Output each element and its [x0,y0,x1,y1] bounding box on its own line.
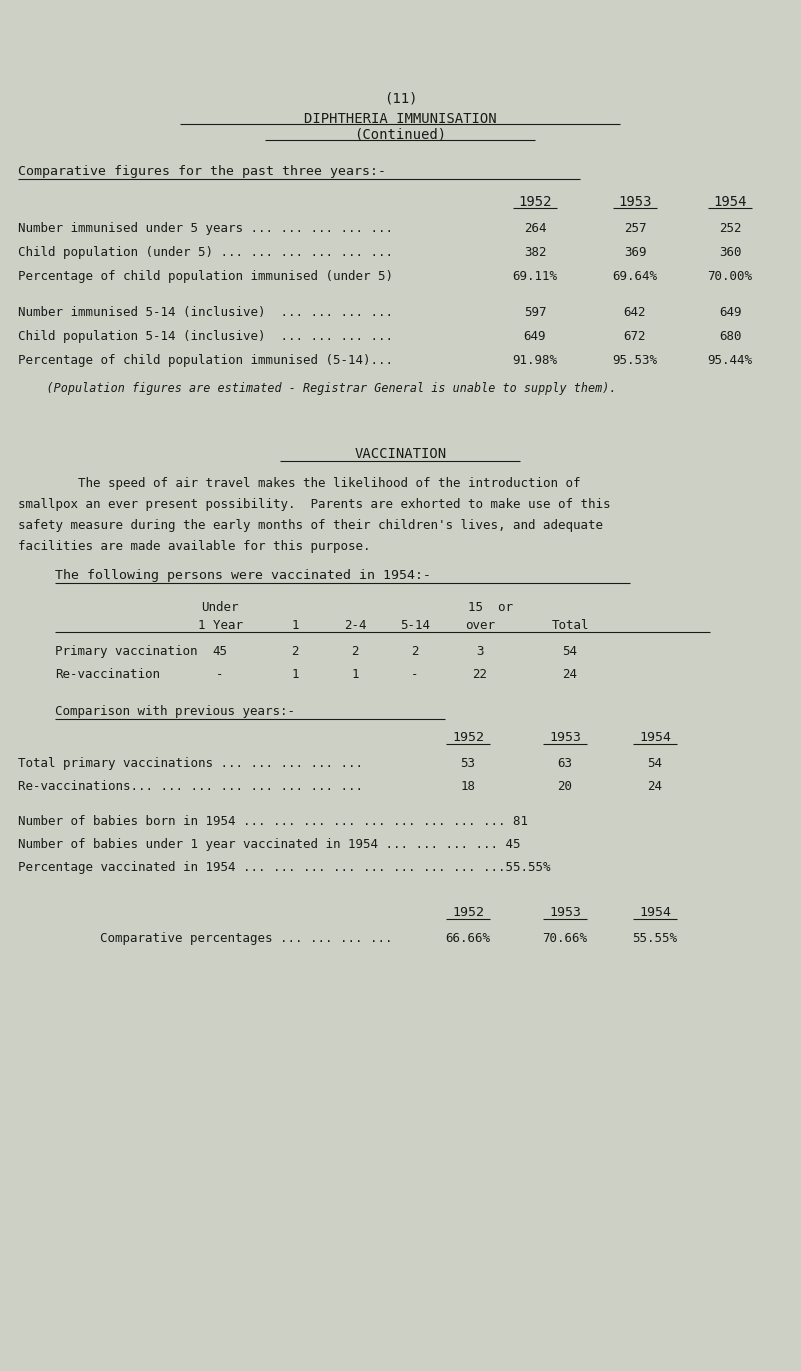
Text: Number of babies under 1 year vaccinated in 1954 ... ... ... ... 45: Number of babies under 1 year vaccinated… [18,838,521,851]
Text: smallpox an ever present possibility.  Parents are exhorted to make use of this: smallpox an ever present possibility. Pa… [18,498,610,511]
Text: 264: 264 [524,222,546,234]
Text: 1954: 1954 [639,906,671,919]
Text: Re-vaccination: Re-vaccination [55,668,160,681]
Text: 70.00%: 70.00% [707,270,752,282]
Text: 252: 252 [718,222,741,234]
Text: Comparative percentages ... ... ... ...: Comparative percentages ... ... ... ... [100,932,392,945]
Text: Primary vaccination: Primary vaccination [55,644,198,658]
Text: 2: 2 [411,644,419,658]
Text: 24: 24 [647,780,662,792]
Text: 95.44%: 95.44% [707,354,752,367]
Text: 15  or: 15 or [468,600,513,614]
Text: facilities are made available for this purpose.: facilities are made available for this p… [18,540,371,553]
Text: -: - [216,668,223,681]
Text: 597: 597 [524,306,546,319]
Text: 649: 649 [524,330,546,343]
Text: 54: 54 [647,757,662,771]
Text: 1952: 1952 [518,195,552,208]
Text: Child population 5-14 (inclusive)  ... ... ... ...: Child population 5-14 (inclusive) ... ..… [18,330,393,343]
Text: 2: 2 [292,644,299,658]
Text: 95.53%: 95.53% [613,354,658,367]
Text: 69.11%: 69.11% [513,270,557,282]
Text: 1954: 1954 [713,195,747,208]
Text: 1: 1 [292,668,299,681]
Text: 55.55%: 55.55% [633,932,678,945]
Text: Child population (under 5) ... ... ... ... ... ...: Child population (under 5) ... ... ... .… [18,245,393,259]
Text: 5-14: 5-14 [400,618,430,632]
Text: 45: 45 [212,644,227,658]
Text: 257: 257 [624,222,646,234]
Text: -: - [411,668,419,681]
Text: 1953: 1953 [549,906,581,919]
Text: 54: 54 [562,644,578,658]
Text: Comparative figures for the past three years:-: Comparative figures for the past three y… [18,165,386,178]
Text: 66.66%: 66.66% [445,932,490,945]
Text: 63: 63 [557,757,573,771]
Text: Number immunised 5-14 (inclusive)  ... ... ... ...: Number immunised 5-14 (inclusive) ... ..… [18,306,393,319]
Text: 1954: 1954 [639,731,671,744]
Text: 672: 672 [624,330,646,343]
Text: Comparison with previous years:-: Comparison with previous years:- [55,705,295,718]
Text: 369: 369 [624,245,646,259]
Text: 1: 1 [352,668,359,681]
Text: Re-vaccinations... ... ... ... ... ... ... ...: Re-vaccinations... ... ... ... ... ... .… [18,780,363,792]
Text: Number immunised under 5 years ... ... ... ... ...: Number immunised under 5 years ... ... .… [18,222,393,234]
Text: over: over [465,618,495,632]
Text: 91.98%: 91.98% [513,354,557,367]
Text: 1: 1 [292,618,299,632]
Text: 1953: 1953 [549,731,581,744]
Text: 70.66%: 70.66% [542,932,587,945]
Text: Percentage of child population immunised (5-14)...: Percentage of child population immunised… [18,354,393,367]
Text: (Population figures are estimated - Registrar General is unable to supply them).: (Population figures are estimated - Regi… [18,383,617,395]
Text: 2-4: 2-4 [344,618,366,632]
Text: 1 Year: 1 Year [198,618,243,632]
Text: Total primary vaccinations ... ... ... ... ...: Total primary vaccinations ... ... ... .… [18,757,363,771]
Text: Number of babies born in 1954 ... ... ... ... ... ... ... ... ... 81: Number of babies born in 1954 ... ... ..… [18,814,528,828]
Text: 20: 20 [557,780,573,792]
Text: 382: 382 [524,245,546,259]
Text: 24: 24 [562,668,578,681]
Text: Percentage vaccinated in 1954 ... ... ... ... ... ... ... ... ...55.55%: Percentage vaccinated in 1954 ... ... ..… [18,861,550,873]
Text: safety measure during the early months of their children's lives, and adequate: safety measure during the early months o… [18,520,603,532]
Text: 3: 3 [477,644,484,658]
Text: Percentage of child population immunised (under 5): Percentage of child population immunised… [18,270,400,282]
Text: (11): (11) [384,92,417,106]
Text: Total: Total [551,618,589,632]
Text: 680: 680 [718,330,741,343]
Text: DIPHTHERIA IMMUNISATION: DIPHTHERIA IMMUNISATION [304,112,497,126]
Text: 1952: 1952 [452,906,484,919]
Text: 22: 22 [473,668,488,681]
Text: 2: 2 [352,644,359,658]
Text: 53: 53 [461,757,476,771]
Text: The following persons were vaccinated in 1954:-: The following persons were vaccinated in… [55,569,431,583]
Text: The speed of air travel makes the likelihood of the introduction of: The speed of air travel makes the likeli… [18,477,581,489]
Text: Under: Under [201,600,239,614]
Text: VACCINATION: VACCINATION [354,447,447,461]
Text: 360: 360 [718,245,741,259]
Text: 1953: 1953 [618,195,652,208]
Text: 69.64%: 69.64% [613,270,658,282]
Text: 649: 649 [718,306,741,319]
Text: (Continued): (Continued) [354,128,447,143]
Text: 18: 18 [461,780,476,792]
Text: 642: 642 [624,306,646,319]
Text: 1952: 1952 [452,731,484,744]
